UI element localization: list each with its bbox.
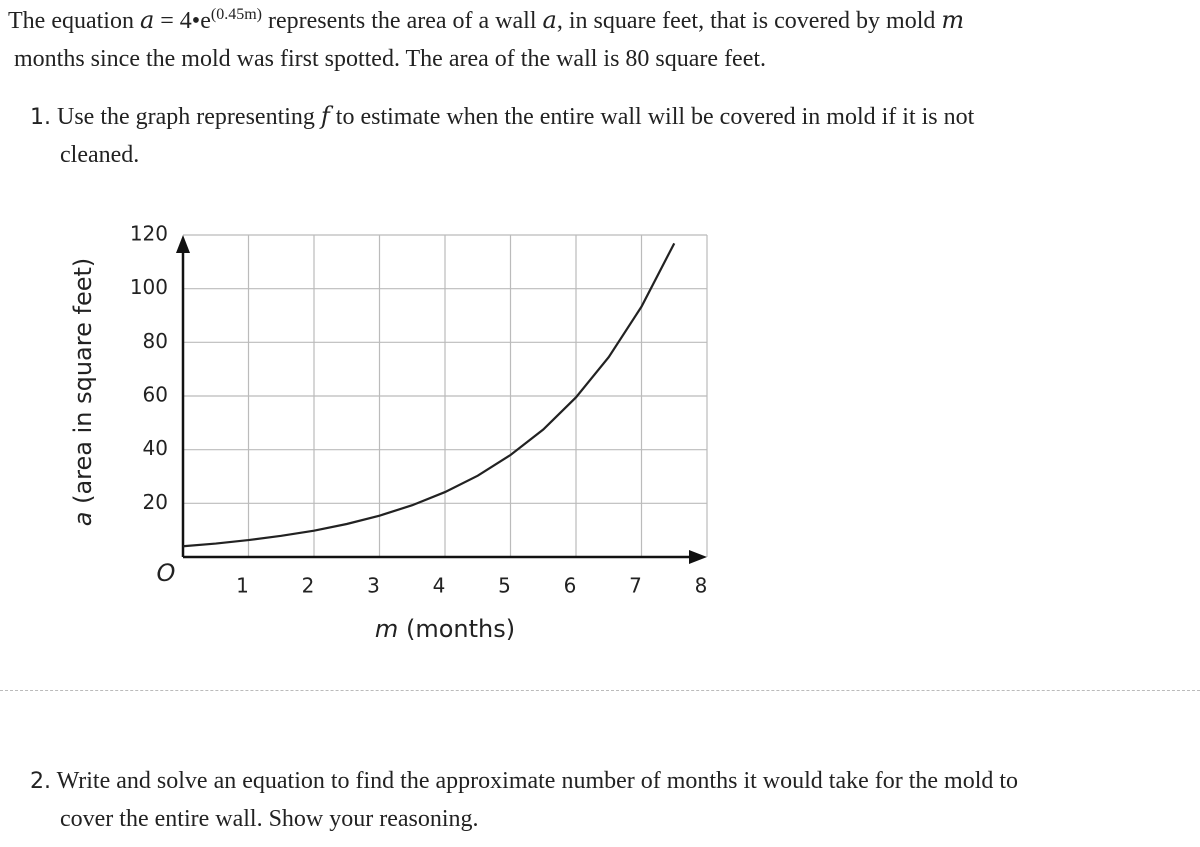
intro-line: months since the mold was first spotted.…: [14, 46, 767, 72]
text: , in square feet, that is covered by mol…: [556, 8, 936, 34]
curve: [182, 242, 676, 548]
x-axis-label: m (months): [375, 615, 515, 643]
x-tick-label: 3: [367, 574, 380, 598]
exponent: (0.45m): [210, 6, 262, 23]
text: represents the area of a wall: [267, 8, 537, 34]
text: to estimate when the entire wall will be…: [335, 104, 975, 130]
chart: m (months) a (area in square feet) O 20 4…: [69, 222, 708, 643]
intro-line: The equation a = 4•e(0.45m) represents t…: [8, 6, 964, 35]
text: The equation: [8, 8, 134, 34]
y-axis-label: a (area in square feet): [69, 258, 97, 527]
x-tick-label: 1: [236, 574, 249, 598]
var: m: [941, 6, 965, 34]
x-tick-label: 8: [695, 574, 708, 598]
origin-label: O: [157, 559, 176, 587]
y-tick-label: 80: [143, 329, 168, 353]
var: a: [542, 6, 557, 34]
x-tick-label: 6: [564, 574, 577, 598]
y-arrow: [176, 235, 190, 253]
text: (months): [406, 615, 515, 643]
y-tick-label: 120: [130, 222, 168, 246]
question-number: 2.: [30, 769, 51, 794]
var: a: [139, 6, 155, 34]
question: 2. Write and solve an equation to find t…: [30, 768, 1018, 795]
question-number: 1.: [30, 105, 51, 130]
x-tick-label: 2: [302, 574, 315, 598]
question-line: cover the entire wall. Show your reasoni…: [60, 806, 479, 832]
question: 1. Use the graph representing f to estim…: [30, 102, 974, 131]
y-tick-label: 40: [143, 436, 168, 460]
text: Use the graph representing: [57, 104, 315, 130]
x-tick-label: 7: [629, 574, 642, 598]
x-tick-label: 4: [433, 574, 446, 598]
y-tick-label: 100: [130, 275, 168, 299]
var: f: [320, 102, 330, 130]
var: a: [69, 512, 97, 527]
y-tick-label: 20: [143, 490, 168, 514]
x-tick-label: 5: [498, 574, 511, 598]
divider: [0, 690, 1200, 691]
x-arrow: [689, 550, 707, 564]
text: (area in square feet): [69, 258, 97, 504]
var: m: [375, 615, 398, 643]
text: Write and solve an equation to find the …: [56, 768, 1019, 794]
question-line: cleaned.: [60, 142, 140, 168]
text: = 4•e: [160, 8, 211, 34]
y-tick-label: 60: [143, 383, 168, 407]
